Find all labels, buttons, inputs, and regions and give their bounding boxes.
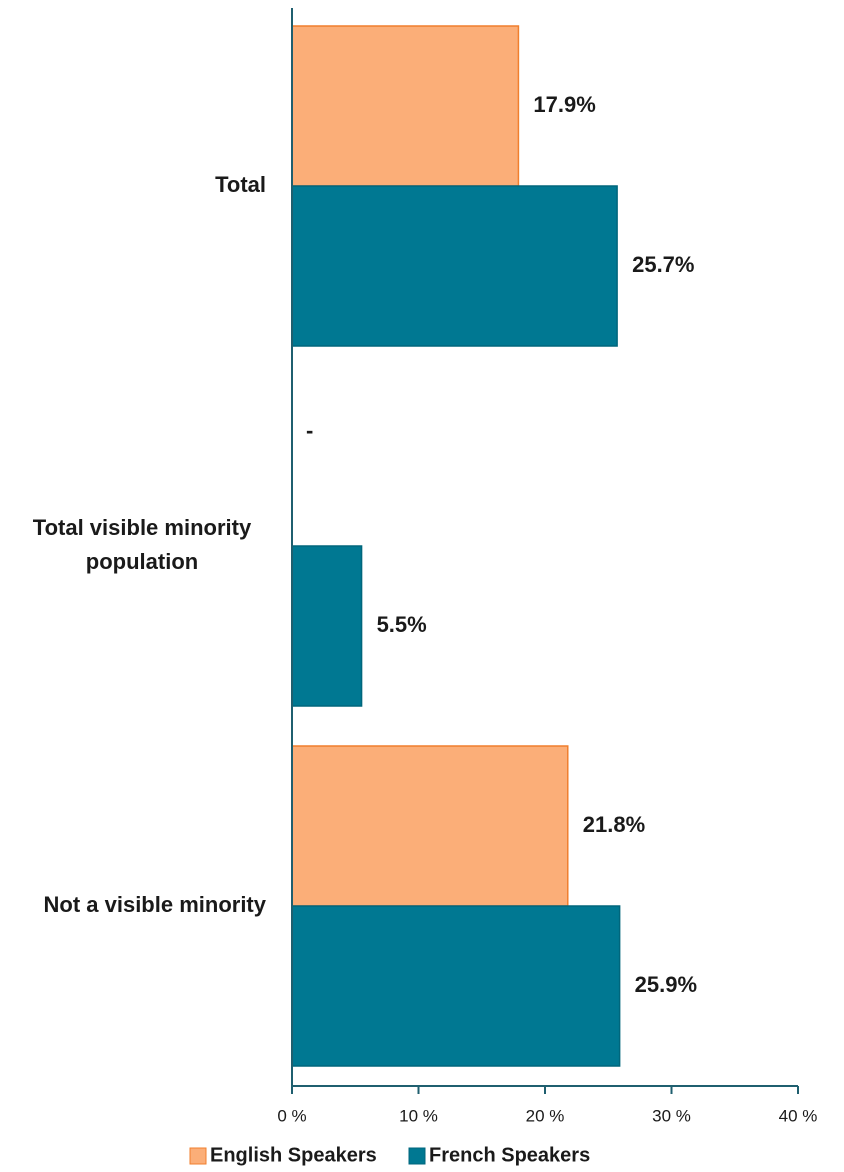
x-tick-label-0: 0 % [277,1106,306,1125]
legend: English Speakers French Speakers [189,1144,590,1166]
bar-french-1 [291,185,618,347]
data-label-english-3: 21.8% [583,812,645,837]
legend-label-english: English Speakers [210,1144,377,1166]
data-label-french-2: 5.5% [377,612,427,637]
data-label-french-1: 25.7% [632,252,694,277]
data-label-french-3: 25.9% [635,972,697,997]
category-label-2: Total visible minority population [33,515,252,574]
x-tick-label-20: 20 % [526,1106,565,1125]
data-label-english-2: - [306,418,313,443]
legend-label-french: French Speakers [429,1144,590,1166]
bar-english-3 [291,745,569,907]
category-label-line: Total [215,172,266,197]
legend-swatch-french [408,1147,426,1165]
bars-layer [291,25,621,1067]
x-tick-label-10: 10 % [399,1106,438,1125]
category-label-line: population [86,549,198,574]
bar-french-2 [291,545,363,707]
axis-layer: 0 % 10 % 20 % 30 % 40 % [277,8,817,1125]
x-tick-label-30: 30 % [652,1106,691,1125]
category-label-1: Total [215,172,266,197]
category-label-3: Not a visible minority [44,892,267,917]
data-label-english-1: 17.9% [533,92,595,117]
x-tick-label-40: 40 % [779,1106,818,1125]
legend-swatch-english [189,1147,207,1165]
labels-layer: 17.9% 25.7% Total - 5.5% Total visible minori… [33,92,697,997]
bar-english-1 [291,25,520,187]
category-label-line: Not a visible minority [44,892,267,917]
category-label-line: Total visible minority [33,515,252,540]
bar-french-3 [291,905,621,1067]
